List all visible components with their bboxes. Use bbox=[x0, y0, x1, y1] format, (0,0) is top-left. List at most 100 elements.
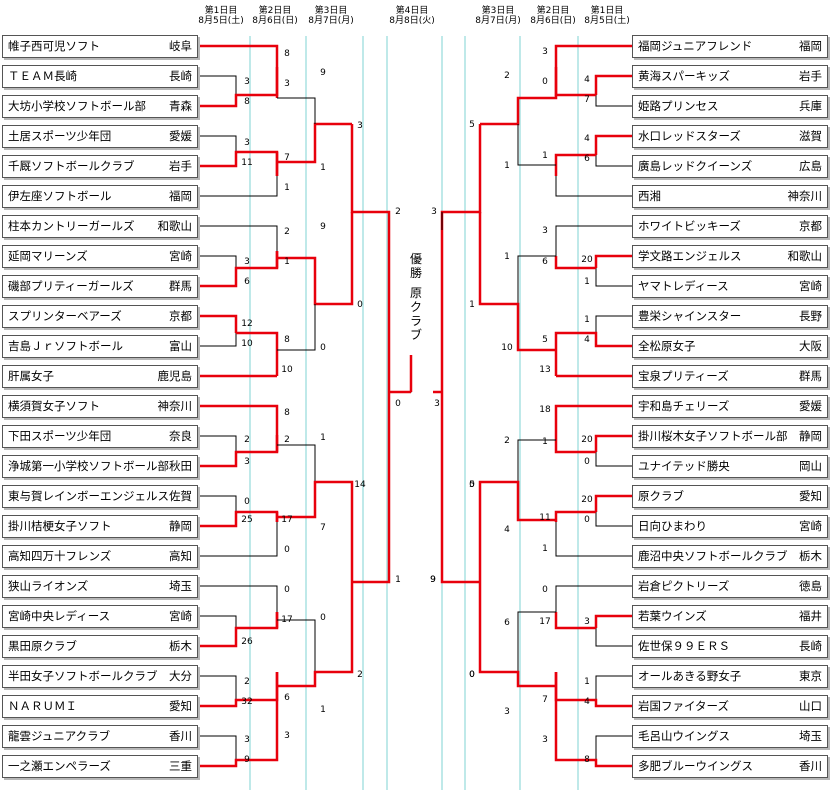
winner-path bbox=[198, 510, 279, 528]
left-team-box: ＮＡＲＵＭＩ 愛知 bbox=[2, 695, 198, 718]
score-label: 2 bbox=[357, 670, 363, 680]
bracket-line bbox=[555, 585, 632, 612]
score-label: 9 bbox=[430, 575, 436, 585]
bracket-line bbox=[595, 95, 632, 107]
team-name: 延岡マリーンズ bbox=[8, 249, 88, 263]
day2-left-header: 第2日目 8月6日(日) bbox=[252, 6, 298, 26]
team-name: 宇和島チェリーズ bbox=[638, 399, 730, 413]
team-name: 肝属女子 bbox=[8, 369, 54, 383]
score-label: 3 bbox=[244, 138, 250, 148]
bracket-line bbox=[198, 176, 278, 197]
score-label: 26 bbox=[241, 637, 253, 647]
day3-right-header: 第3日目 8月7日(月) bbox=[475, 6, 521, 26]
team-prefecture: 愛媛 bbox=[799, 399, 822, 413]
left-team-box: 肝属女子 鹿児島 bbox=[2, 365, 198, 388]
winner-path bbox=[277, 122, 352, 164]
left-team-box: 帷子西可児ソフト 岐阜 bbox=[2, 35, 198, 58]
champion-title: 優勝 bbox=[409, 252, 422, 280]
left-team-box: 掛川桔梗女子ソフト 静岡 bbox=[2, 515, 198, 538]
winner-path bbox=[198, 404, 279, 435]
bracket-line bbox=[595, 512, 632, 527]
team-name: ヤマトレディース bbox=[638, 279, 729, 293]
score-label: 2 bbox=[284, 227, 290, 237]
score-label: 8 bbox=[584, 755, 590, 765]
bracket-line bbox=[198, 435, 237, 452]
winner-path bbox=[594, 434, 632, 452]
score-label: 0 bbox=[320, 343, 326, 353]
winner-path bbox=[554, 67, 596, 97]
winner-path bbox=[594, 254, 632, 268]
right-team-box: ホワイトビッキーズ 京都 bbox=[632, 215, 828, 238]
left-team-box: スプリンターベアーズ 京都 bbox=[2, 305, 198, 328]
score-label: 4 bbox=[504, 525, 510, 535]
bracket-line bbox=[595, 735, 632, 760]
right-team-box: 鹿沼中央ソフトボールクラブ 栃木 bbox=[632, 545, 828, 568]
day-date: 8月7日(月) bbox=[308, 16, 354, 26]
score-label: 11 bbox=[241, 158, 252, 168]
score-label: 13 bbox=[539, 365, 550, 375]
winner-path bbox=[277, 480, 354, 582]
team-prefecture: 岐阜 bbox=[169, 39, 192, 53]
right-team-box: 岩倉ピクトリーズ 徳島 bbox=[632, 575, 828, 598]
left-team-box: 磯部プリティーガールズ 群馬 bbox=[2, 275, 198, 298]
score-label: 0 bbox=[284, 545, 290, 555]
score-label: 0 bbox=[284, 585, 290, 595]
team-prefecture: 群馬 bbox=[169, 279, 192, 293]
team-prefecture: 和歌山 bbox=[787, 249, 823, 263]
team-name: 福岡ジュニアフレンド bbox=[638, 39, 753, 53]
score-label: 1 bbox=[584, 677, 590, 687]
bracket-line bbox=[555, 225, 632, 256]
bracket-line bbox=[555, 522, 632, 557]
score-label: 3 bbox=[244, 77, 250, 87]
left-team-box: 浄城第一小学校ソフトボール部 秋田 bbox=[2, 455, 198, 478]
team-name: 磯部プリティーガールズ bbox=[8, 279, 134, 293]
team-name: ＮＡＲＵＭＩ bbox=[8, 699, 77, 713]
bracket-line bbox=[198, 333, 237, 347]
score-label: 4 bbox=[584, 335, 590, 345]
winner-path bbox=[277, 582, 354, 688]
score-label: 1 bbox=[504, 161, 510, 171]
right-team-box: 岩国ファイターズ 山口 bbox=[632, 695, 828, 718]
team-name: 姫路プリンセス bbox=[638, 99, 719, 113]
team-prefecture: 秋田 bbox=[169, 459, 192, 473]
day-date: 8月7日(月) bbox=[475, 16, 521, 26]
right-team-box: オールあきる野女子 東京 bbox=[632, 665, 828, 688]
day-label: 第2日目 bbox=[258, 6, 292, 16]
score-label: 8 bbox=[284, 408, 290, 418]
team-name: 西湘 bbox=[638, 189, 661, 203]
bracket-line bbox=[198, 495, 237, 512]
team-prefecture: 東京 bbox=[799, 669, 822, 683]
team-prefecture: 京都 bbox=[799, 219, 822, 233]
day-date: 8月6日(日) bbox=[530, 16, 576, 26]
left-team-box: 千厩ソフトボールクラブ 岩手 bbox=[2, 155, 198, 178]
score-label: 2 bbox=[284, 435, 290, 445]
winner-path bbox=[554, 435, 596, 454]
score-label: 20 bbox=[581, 435, 593, 445]
day1-left-header: 第1日目 8月5日(土) bbox=[198, 6, 244, 26]
score-label: 2 bbox=[504, 71, 510, 81]
team-prefecture: 奈良 bbox=[169, 429, 192, 443]
score-label: 0 bbox=[542, 585, 548, 595]
team-name: 土居スポーツ少年団 bbox=[8, 129, 112, 143]
bracket-line bbox=[198, 255, 237, 268]
team-name: 下田スポーツ少年団 bbox=[8, 429, 112, 443]
team-prefecture: 埼玉 bbox=[799, 729, 822, 743]
team-name: 狭山ライオンズ bbox=[8, 579, 89, 593]
bracket-line bbox=[277, 304, 316, 351]
team-name: ユナイテッド勝央 bbox=[638, 459, 730, 473]
team-name: 吉島Ｊｒソフトボール bbox=[8, 339, 123, 353]
team-prefecture: 長崎 bbox=[799, 639, 822, 653]
team-name: 掛川桜木女子ソフトボール部 bbox=[638, 429, 788, 443]
team-prefecture: 栃木 bbox=[799, 549, 822, 563]
team-name: ホワイトビッキーズ bbox=[638, 219, 741, 233]
day-date: 8月8日(火) bbox=[389, 16, 435, 26]
team-prefecture: 和歌山 bbox=[157, 219, 193, 233]
right-team-box: 原クラブ 愛知 bbox=[632, 485, 828, 508]
score-label: 0 bbox=[469, 480, 475, 490]
score-label: 1 bbox=[320, 705, 326, 715]
right-team-box: 宝泉プリティーズ 群馬 bbox=[632, 365, 828, 388]
score-label: 2 bbox=[244, 677, 250, 687]
score-label: 5 bbox=[542, 335, 548, 345]
score-label: 7 bbox=[320, 523, 326, 533]
